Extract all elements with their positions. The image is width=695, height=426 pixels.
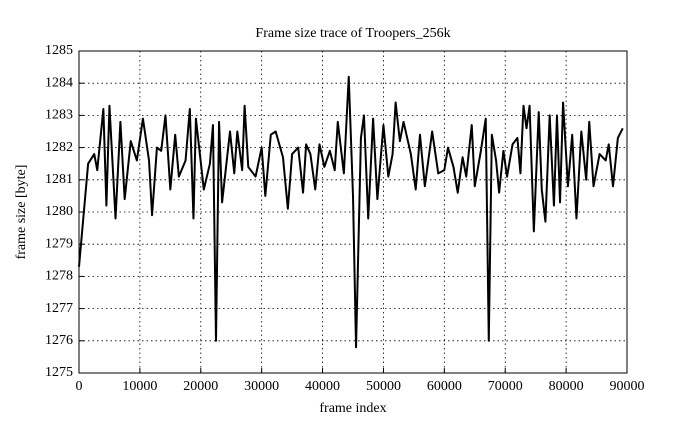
x-tick-label: 90000 [610, 379, 645, 394]
x-tick-label: 30000 [244, 379, 279, 394]
x-tick-label: 70000 [488, 379, 523, 394]
x-tick-label: 60000 [427, 379, 462, 394]
y-tick-label: 1279 [45, 236, 73, 251]
y-tick-label: 1284 [45, 75, 73, 90]
y-tick-label: 1276 [45, 333, 73, 348]
x-tick-label: 50000 [366, 379, 401, 394]
x-tick-label: 0 [76, 379, 83, 394]
y-tick-label: 1281 [45, 172, 73, 187]
x-tick-label: 10000 [122, 379, 157, 394]
y-axis-label: frame size [byte] [14, 165, 29, 260]
x-tick-label: 20000 [183, 379, 218, 394]
y-tick-label: 1278 [45, 269, 73, 284]
y-tick-label: 1283 [45, 108, 73, 123]
y-tick-label: 1282 [45, 140, 73, 155]
x-tick-label: 40000 [305, 379, 340, 394]
y-tick-label: 1275 [45, 365, 73, 380]
plot-frame [78, 50, 628, 374]
data-line [78, 75, 624, 349]
x-axis-label: frame index [319, 401, 386, 416]
y-tick-label: 1280 [45, 204, 73, 219]
chart-title: Frame size trace of Troopers_256k [255, 26, 450, 41]
x-tick-label: 80000 [549, 379, 584, 394]
y-tick-label: 1285 [45, 43, 73, 58]
y-tick-label: 1277 [45, 301, 73, 316]
